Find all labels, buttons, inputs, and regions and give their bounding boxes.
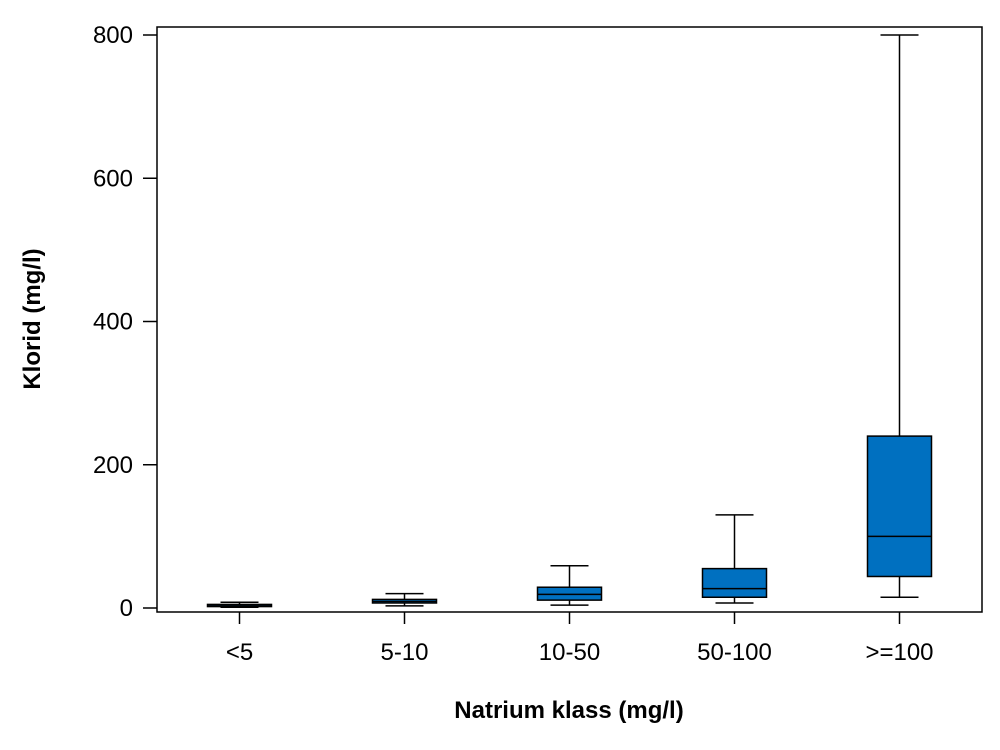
- y-tick-label: 800: [93, 22, 133, 49]
- y-axis: 0 200 400 600 800: [93, 22, 157, 622]
- box-group: [371, 592, 438, 607]
- y-tick-label: 600: [93, 165, 133, 192]
- x-tick-label: 5-10: [380, 639, 428, 666]
- plot-area: [156, 26, 983, 613]
- y-tick-label: 0: [120, 595, 133, 622]
- x-axis: <5 5-10 10-50 50-100 >=100: [226, 612, 934, 666]
- box-group: [206, 601, 273, 609]
- interquartile-box: [866, 435, 933, 578]
- x-tick-label: 10-50: [539, 639, 600, 666]
- x-tick-label: >=100: [865, 639, 933, 666]
- x-axis-title: Natrium klass (mg/l): [454, 697, 683, 724]
- y-axis-title: Klorid (mg/l): [19, 248, 46, 389]
- box-plots: [206, 34, 933, 609]
- y-tick-label: 400: [93, 309, 133, 336]
- box-group: [701, 514, 768, 604]
- y-tick-label: 200: [93, 452, 133, 479]
- box-group: [866, 34, 933, 599]
- box-group: [536, 564, 603, 606]
- x-tick-label: <5: [226, 639, 253, 666]
- x-tick-label: 50-100: [697, 639, 772, 666]
- interquartile-box: [701, 567, 768, 599]
